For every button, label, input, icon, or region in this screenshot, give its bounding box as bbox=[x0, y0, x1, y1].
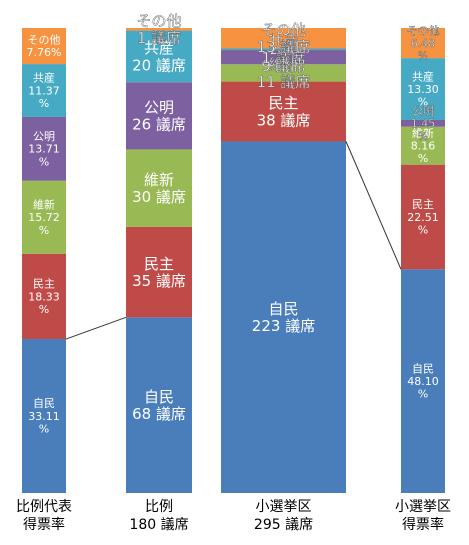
category-label-4: 小選挙区得票率 bbox=[395, 499, 451, 533]
segment-label-6-col-1: その他 7.76% bbox=[27, 34, 62, 60]
connector-line-1 bbox=[65, 316, 127, 340]
connector-line-2 bbox=[345, 141, 402, 270]
segment-label-1-col-1: 自民 33.11% bbox=[28, 397, 60, 435]
segment-label-6-col-4: その他 6.48% bbox=[407, 24, 440, 62]
segment-label-3-col-4: 維新 8.16% bbox=[411, 126, 436, 165]
segment-label-2-col-2: 民主 35 議席 bbox=[132, 255, 186, 290]
bar-segment-3-col-2 bbox=[126, 149, 192, 227]
bars-layer bbox=[22, 28, 445, 494]
segment-label-6-col-3: その他 13 議席 bbox=[257, 21, 311, 56]
bar-segment-2-col-4 bbox=[401, 164, 445, 270]
bar-segment-2-col-3 bbox=[221, 81, 346, 142]
bar-segment-5-col-3 bbox=[221, 48, 346, 51]
bar-segment-6-col-1 bbox=[22, 28, 66, 65]
bar-segment-3-col-4 bbox=[401, 126, 445, 165]
bar-segment-1-col-2 bbox=[126, 317, 192, 493]
segment-label-3-col-1: 維新 15.72% bbox=[28, 197, 60, 236]
segment-label-4-col-1: 公明 13.71% bbox=[28, 130, 60, 168]
segment-label-5-col-4: 共産 13.30% bbox=[407, 70, 439, 108]
bar-segment-4-col-2 bbox=[126, 82, 192, 150]
segment-label-1-col-3: 自民 223 議席 bbox=[252, 300, 315, 335]
bar-segment-4-col-1 bbox=[22, 116, 66, 181]
bar-segment-2-col-2 bbox=[126, 226, 192, 318]
segment-label-3-col-2: 維新 30 議席 bbox=[132, 171, 186, 206]
bar-segment-1-col-4 bbox=[401, 269, 445, 493]
bar-segment-1-col-1 bbox=[22, 339, 66, 493]
segment-label-3-col-3: 維新 11 議席 bbox=[257, 56, 311, 91]
segment-label-6-col-2: その他 1 議席 bbox=[136, 12, 181, 47]
segment-label-4-col-4: 公明 1.45% bbox=[411, 105, 436, 143]
bar-segment-6-col-4 bbox=[401, 28, 445, 59]
segment-label-2-col-3: 民主 38 議席 bbox=[257, 94, 311, 129]
segment-labels: 自民 33.11 % 民主 18.33 % 維新 15.72 % 公明 13.71 % 共産 11.37%… bbox=[27, 12, 440, 436]
category-labels: 比例代表得票率 比例 180 議席 小選挙区 295 議席 小選挙区得票率 bbox=[16, 499, 451, 533]
category-label-1: 比例代表得票率 bbox=[16, 499, 72, 533]
bar-segment-5-col-2 bbox=[126, 30, 192, 83]
segment-label-1-col-4: 自民 48.10% bbox=[407, 362, 439, 400]
bar-segment-5-col-1 bbox=[22, 64, 66, 117]
segment-label-4-col-3: 公明 9 議席 bbox=[261, 40, 305, 75]
segment-label-2-col-1: 民主 18.33% bbox=[28, 278, 60, 316]
bar-segment-3-col-1 bbox=[22, 180, 66, 254]
category-label-3: 小選挙区 295 議席 bbox=[254, 499, 313, 533]
bar-segment-5-col-4 bbox=[401, 58, 445, 120]
segment-label-5-col-2: 共産 20 議席 bbox=[132, 39, 186, 74]
bar-segment-4-col-3 bbox=[221, 50, 346, 65]
segment-label-5-col-3: 共産 1 議席 bbox=[261, 32, 305, 67]
bar-segment-3-col-3 bbox=[221, 64, 346, 82]
bar-segment-6-col-3 bbox=[221, 28, 346, 49]
bar-segment-4-col-4 bbox=[401, 119, 445, 127]
segment-label-2-col-4: 民主 22.51% bbox=[407, 198, 439, 236]
bar-segment-2-col-1 bbox=[22, 253, 66, 340]
bar-segment-6-col-2 bbox=[126, 28, 192, 31]
segment-label-1-col-2: 自民 68 議席 bbox=[132, 388, 186, 423]
segment-label-5-col-1: 共産 11.37% bbox=[28, 72, 60, 110]
segment-label-4-col-2: 公明 26 議席 bbox=[132, 98, 186, 133]
connector-lines bbox=[65, 141, 402, 340]
bar-segment-1-col-3 bbox=[221, 141, 346, 494]
category-label-2: 比例 180 議席 bbox=[129, 499, 188, 533]
